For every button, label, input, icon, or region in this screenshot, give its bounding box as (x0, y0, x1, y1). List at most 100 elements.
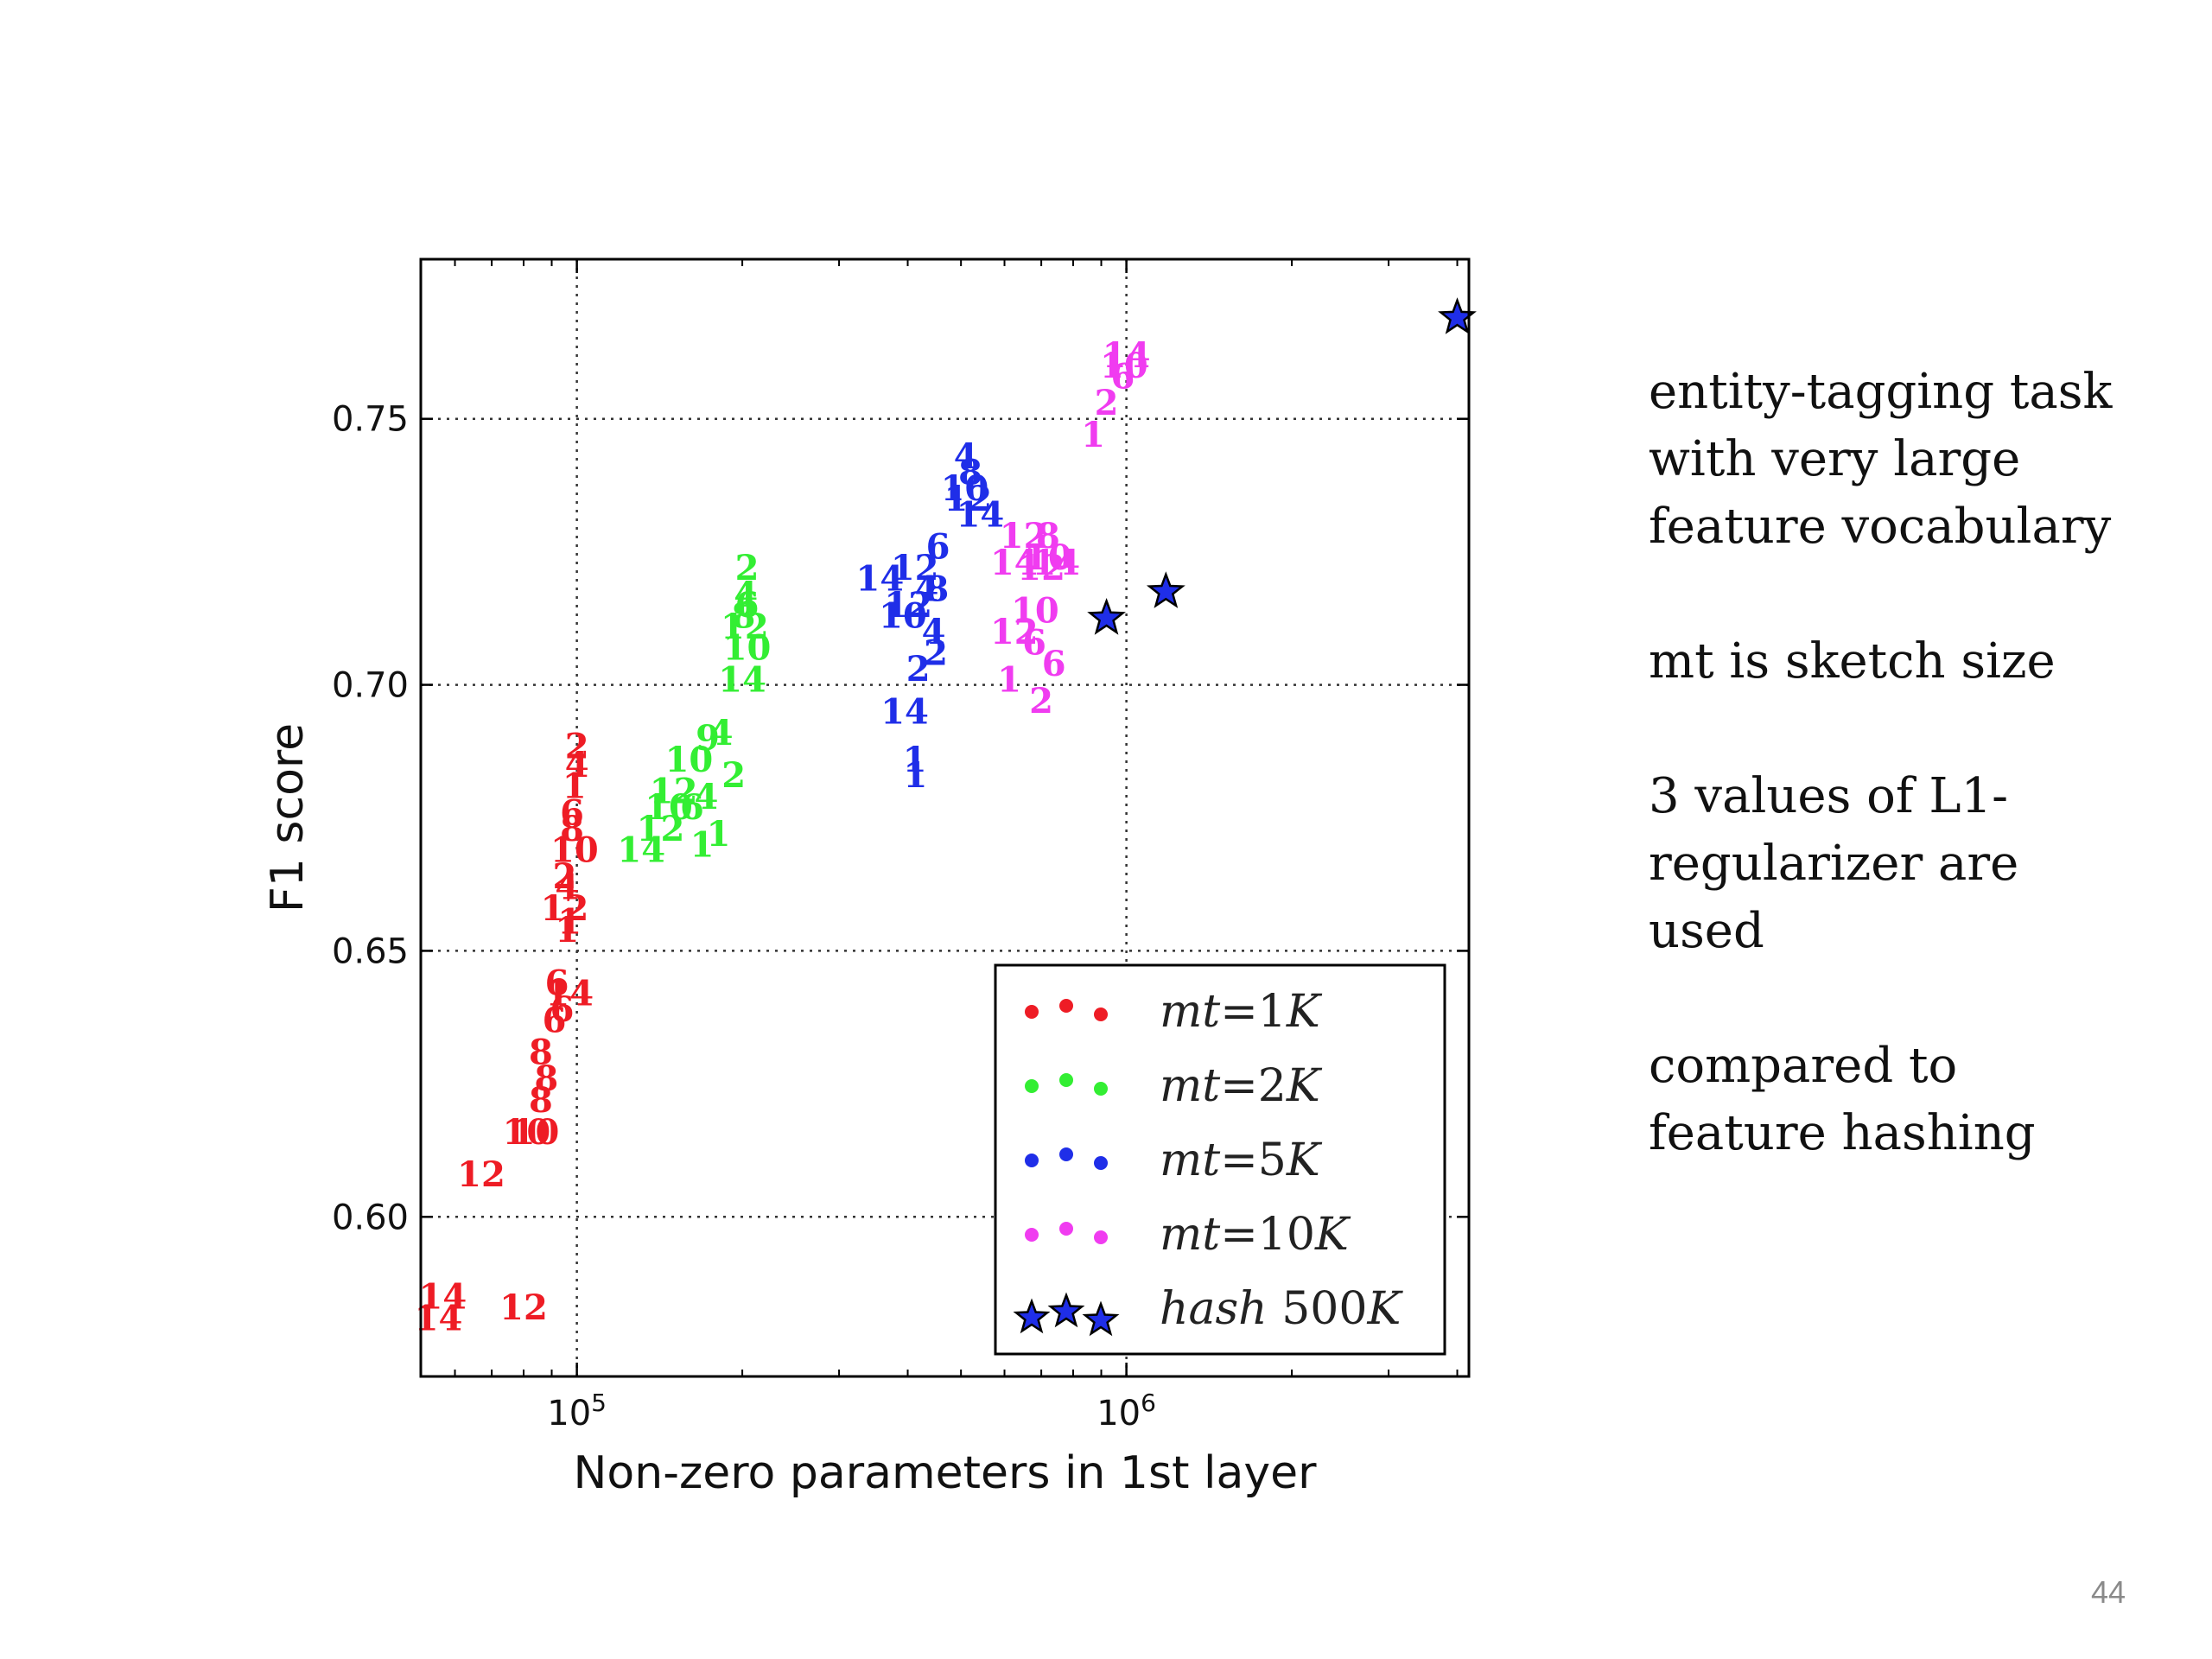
data-point-label: 10 (723, 627, 772, 668)
data-point-label: 12 (499, 1287, 548, 1328)
data-point-label: 12 (541, 888, 589, 929)
data-point-label: 12 (1000, 516, 1048, 556)
legend-dot-marker (1094, 1082, 1108, 1096)
data-point-label: 6 (735, 585, 760, 626)
data-point-label: 1 (707, 814, 731, 855)
y-tick-label: 0.70 (332, 666, 409, 706)
data-point-label: 8 (958, 452, 982, 493)
data-point-label: 10 (512, 1112, 560, 1153)
data-point-label: 1 (555, 910, 579, 950)
data-point-label: 6 (543, 1000, 567, 1040)
slide-notes: entity-tagging task with very large feat… (1649, 359, 2184, 1235)
data-point-label: 8 (1036, 516, 1060, 556)
legend-label: mt=10K (1160, 1209, 1351, 1261)
data-point-label: 14 (545, 974, 594, 1014)
data-point-label: 14 (415, 1298, 463, 1338)
data-point-label: 6 (1022, 622, 1046, 663)
data-point-label: 12 (457, 1154, 505, 1195)
data-point-label: 6 (1111, 356, 1135, 397)
legend-dot-marker (1025, 1228, 1039, 1242)
data-point-label: 12 (944, 479, 992, 519)
data-point-label: 14 (856, 558, 905, 599)
data-point-label: 10 (879, 596, 927, 637)
data-point-label: 14 (990, 543, 1039, 583)
data-point-label: 2 (1029, 681, 1053, 721)
data-point-label: 2 (553, 856, 577, 897)
data-point-label: 8 (560, 809, 584, 849)
data-point-label: 1 (557, 902, 582, 943)
data-point-label: 8 (925, 569, 949, 610)
data-point-label: 12 (721, 607, 769, 647)
data-point-label: 6 (545, 963, 569, 1003)
note-task: entity-tagging task with very large feat… (1649, 364, 2113, 555)
hash-star-point (1146, 571, 1185, 608)
data-point-label: 2 (924, 633, 948, 674)
data-point-label: 14 (617, 830, 665, 870)
legend-star-marker (1047, 1292, 1085, 1328)
legend-dot-marker (1025, 1079, 1039, 1093)
legend-label: mt=5K (1160, 1135, 1323, 1186)
legend-dot-marker (1025, 1005, 1039, 1019)
data-point-label: 14 (1032, 543, 1080, 583)
legend-dot-marker (1025, 1154, 1039, 1167)
data-point-label: 12 (891, 548, 939, 588)
data-point-label: 8 (534, 1058, 558, 1099)
legend-label: mt=1K (1160, 986, 1323, 1038)
legend-dot-marker (1059, 1222, 1073, 1236)
legend-entry: mt=1K (1025, 986, 1323, 1038)
data-point-label: 6 (550, 989, 575, 1030)
legend-dot-marker (1094, 1230, 1108, 1244)
data-point-label: 10 (503, 1112, 551, 1153)
data-point-label: 6 (1042, 644, 1066, 684)
data-point-label: 10 (665, 740, 714, 780)
data-point-label: 1 (563, 766, 587, 807)
legend-entry: hash 500K (1013, 1283, 1403, 1337)
data-point-label: 12 (990, 612, 1039, 652)
data-point-label: 12 (1017, 548, 1065, 588)
legend-star-marker (1082, 1300, 1120, 1337)
data-point-label: 2 (1095, 383, 1119, 423)
data-point-label: 14 (880, 691, 929, 732)
data-point-label: 2 (906, 649, 931, 690)
data-point-label: 12 (650, 772, 698, 812)
data-point-label: 4 (565, 745, 589, 785)
legend-dot-marker (1059, 1073, 1073, 1087)
data-point-label: 4 (709, 713, 734, 753)
legend-entry: mt=5K (1025, 1135, 1323, 1186)
data-point-label: 12 (637, 809, 685, 849)
x-tick-label: 106 (1096, 1389, 1156, 1433)
data-point-label: 10 (1011, 590, 1059, 631)
x-tick-label: 105 (547, 1389, 607, 1433)
data-point-label: 4 (694, 777, 718, 817)
note-sketch-size: mt is sketch size (1649, 633, 2056, 690)
data-point-label: 14 (957, 495, 1005, 536)
data-point-label: 8 (732, 596, 756, 637)
data-point-label: 2 (721, 755, 746, 796)
data-point-label: 1 (690, 824, 715, 865)
data-point-label: 10 (1100, 346, 1148, 386)
data-point-label: 8 (529, 1032, 553, 1072)
data-point-label: 1 (903, 755, 927, 796)
legend-dot-marker (1094, 1007, 1108, 1021)
data-point-label: 6 (926, 526, 950, 567)
data-point-label: 2 (565, 726, 589, 766)
legend-star-marker (1013, 1298, 1051, 1334)
data-point-label: 10 (1024, 537, 1072, 578)
data-point-label: 1 (1081, 415, 1105, 455)
legend-label: hash 500K (1160, 1283, 1403, 1335)
x-axis-label: Non-zero parameters in 1st layer (574, 1447, 1318, 1499)
data-point-label: 4 (555, 868, 579, 908)
data-point-label: 8 (529, 1080, 553, 1121)
legend: mt=1K mt=2K mt=5K mt=10K hash 500K (994, 963, 1446, 1356)
data-point-label: 2 (735, 548, 760, 588)
data-point-label: 14 (718, 659, 766, 700)
data-point-label: 1 (903, 740, 927, 780)
data-points: 2416810241211614668881010121214142468121… (415, 297, 1477, 1338)
data-point-label: 4 (922, 612, 946, 652)
page-number: 44 (2090, 1574, 2126, 1610)
